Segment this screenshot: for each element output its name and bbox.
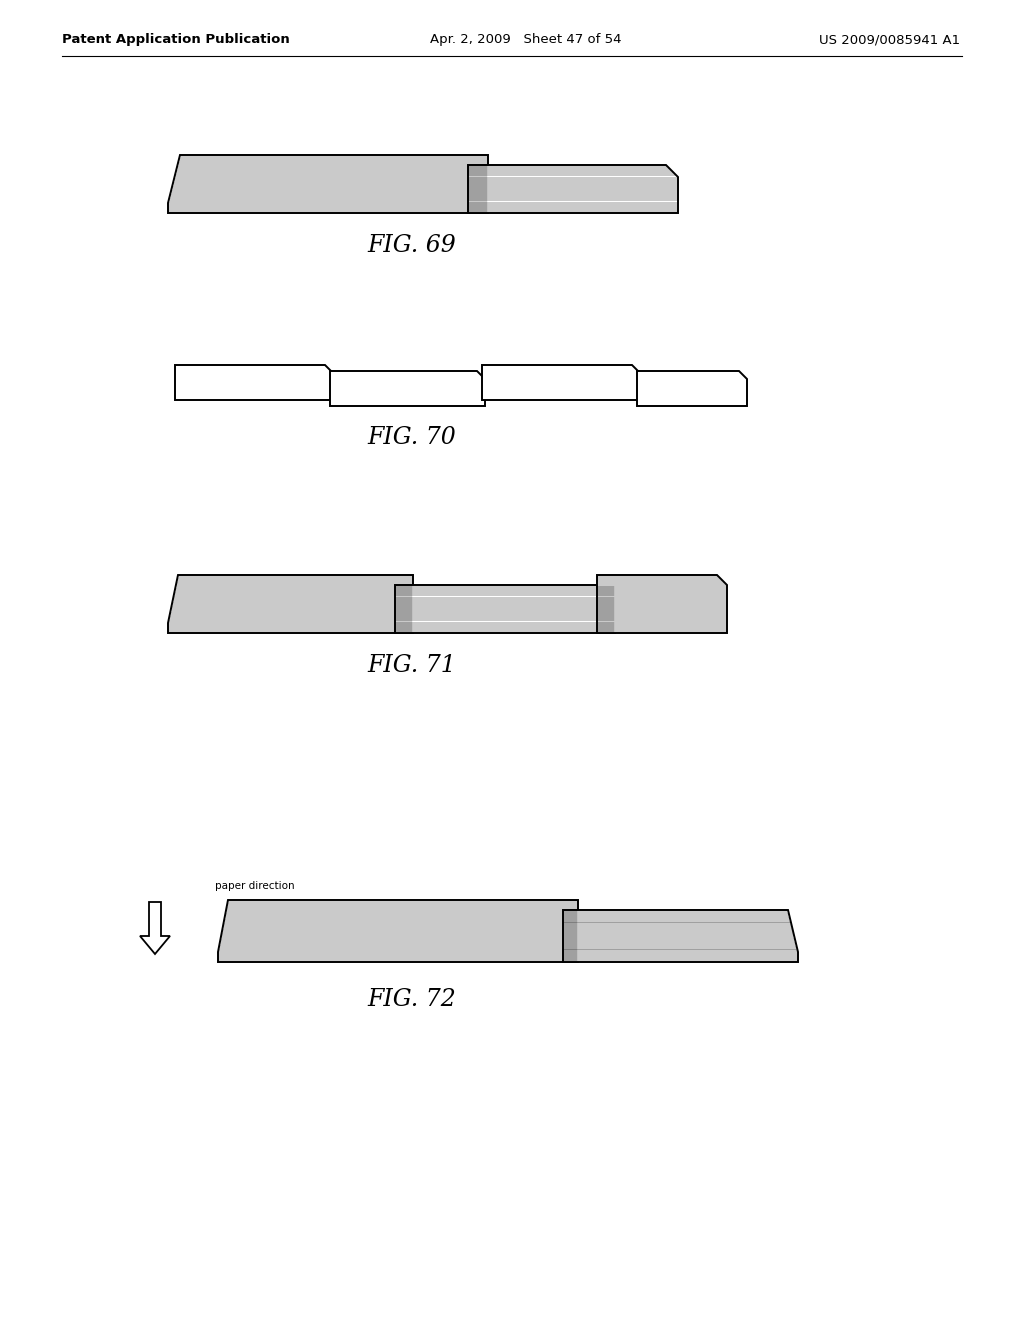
Polygon shape [168,154,488,213]
Text: Patent Application Publication: Patent Application Publication [62,33,290,46]
Polygon shape [597,576,727,634]
Polygon shape [218,900,578,962]
Polygon shape [395,585,615,634]
Text: paper direction: paper direction [215,880,295,891]
Polygon shape [140,902,170,954]
Polygon shape [468,165,678,213]
Polygon shape [482,366,640,400]
Polygon shape [168,576,413,634]
Text: FIG. 69: FIG. 69 [368,234,457,256]
Text: US 2009/0085941 A1: US 2009/0085941 A1 [819,33,961,46]
Polygon shape [175,366,333,400]
Polygon shape [637,371,746,407]
Text: FIG. 70: FIG. 70 [368,425,457,449]
Polygon shape [330,371,485,407]
Polygon shape [563,909,798,962]
Text: FIG. 72: FIG. 72 [368,989,457,1011]
Text: FIG. 71: FIG. 71 [368,653,457,676]
Text: Apr. 2, 2009   Sheet 47 of 54: Apr. 2, 2009 Sheet 47 of 54 [430,33,622,46]
